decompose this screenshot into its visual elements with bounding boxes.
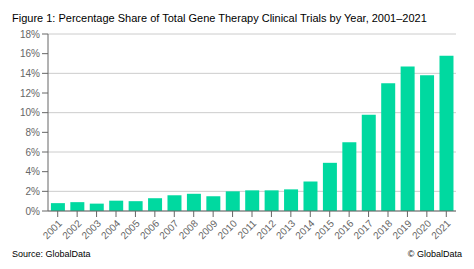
svg-text:2001: 2001 bbox=[41, 217, 65, 241]
svg-text:18%: 18% bbox=[20, 29, 40, 40]
svg-text:2009: 2009 bbox=[196, 217, 220, 241]
svg-text:2006: 2006 bbox=[138, 217, 162, 241]
html-text:Figure 1: Percentage Share of: Figure 1: Percentage Share of Total Gene… bbox=[12, 12, 427, 24]
svg-text:16%: 16% bbox=[20, 48, 40, 59]
svg-text:2014: 2014 bbox=[293, 217, 317, 241]
svg-text:2015: 2015 bbox=[313, 217, 337, 241]
svg-text:12%: 12% bbox=[20, 88, 40, 99]
svg-text:2002: 2002 bbox=[60, 217, 84, 241]
svg-text:0%: 0% bbox=[26, 206, 41, 217]
html-text:Source: GlobalData: Source: GlobalData bbox=[12, 249, 91, 259]
svg-text:2020: 2020 bbox=[410, 217, 434, 241]
svg-text:2012: 2012 bbox=[254, 217, 278, 241]
svg-text:2019: 2019 bbox=[390, 217, 414, 241]
svg-text:2011: 2011 bbox=[235, 217, 258, 240]
svg-text:2%: 2% bbox=[26, 186, 41, 197]
svg-text:14%: 14% bbox=[20, 68, 40, 79]
svg-text:2010: 2010 bbox=[215, 217, 239, 241]
html-text:© GlobalData: © GlobalData bbox=[407, 249, 462, 259]
svg-text:2005: 2005 bbox=[118, 217, 142, 241]
svg-text:2021: 2021 bbox=[429, 217, 453, 241]
svg-text:8%: 8% bbox=[26, 127, 41, 138]
svg-text:2018: 2018 bbox=[371, 217, 395, 241]
svg-text:2008: 2008 bbox=[177, 217, 201, 241]
svg-text:2003: 2003 bbox=[79, 217, 103, 241]
svg-text:2016: 2016 bbox=[332, 217, 356, 241]
svg-text:2017: 2017 bbox=[351, 217, 375, 241]
svg-text:2007: 2007 bbox=[157, 217, 181, 241]
svg-text:10%: 10% bbox=[20, 107, 40, 118]
svg-text:2004: 2004 bbox=[99, 217, 123, 241]
svg-text:4%: 4% bbox=[26, 166, 41, 177]
svg-text:2013: 2013 bbox=[274, 217, 298, 241]
svg-text:6%: 6% bbox=[26, 147, 41, 158]
